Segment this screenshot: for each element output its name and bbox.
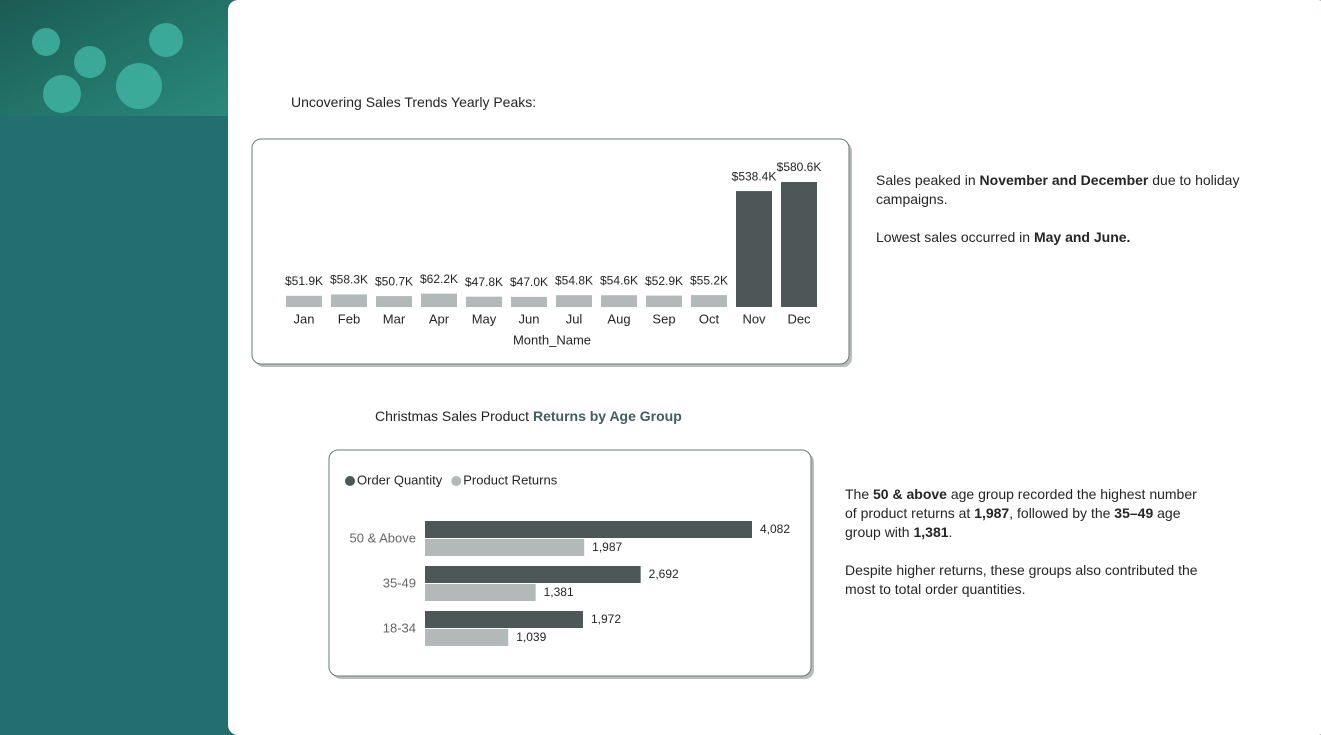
text-run: Sales peaked in: [876, 172, 980, 188]
bar: [425, 539, 585, 556]
bar: [421, 293, 457, 307]
legend-swatch: [345, 476, 355, 486]
x-tick-label: Feb: [338, 311, 360, 326]
data-label: $50.7K: [375, 274, 413, 288]
data-label: $55.2K: [690, 273, 728, 287]
text-run: due to holiday campaigns.: [876, 172, 1240, 207]
paragraph: Sales peaked in November and December du…: [876, 171, 1256, 209]
data-label: $51.9K: [285, 274, 323, 288]
text-run: , followed by the: [1009, 505, 1115, 521]
paragraph: Lowest sales occurred in May and June.: [876, 228, 1256, 247]
bar: [556, 295, 592, 307]
card: [251, 138, 850, 365]
text-run: 1,987: [974, 505, 1010, 521]
bar: [425, 521, 752, 538]
data-label: 2,692: [649, 567, 679, 581]
data-label: 1,972: [591, 612, 621, 626]
bar: [601, 295, 637, 307]
x-tick-label: Mar: [383, 311, 406, 326]
text-run: Despite higher returns, these groups als…: [845, 562, 1198, 597]
chart-title: Uncovering Sales Trends Yearly Peaks:: [291, 94, 536, 110]
text-run: The: [845, 486, 874, 502]
bar: [286, 295, 322, 307]
ornaments: [32, 23, 183, 113]
x-tick-label: Dec: [787, 311, 811, 326]
x-axis-title: Month_Name: [513, 332, 591, 347]
legend-label[interactable]: Order Quantity: [357, 472, 443, 487]
text-run: 1,381: [913, 524, 949, 540]
title-run: Returns by Age Group: [533, 408, 682, 424]
legend-swatch: [451, 476, 462, 486]
x-tick-label: Jun: [519, 311, 540, 326]
data-label: $52.9K: [645, 274, 683, 288]
x-tick-label: Nov: [742, 311, 766, 326]
bar: [511, 296, 547, 307]
paragraph: The 50 & above age group recorded the hi…: [845, 485, 1205, 542]
data-label: $538.4K: [732, 169, 777, 183]
legend-label[interactable]: Product Returns: [463, 472, 557, 487]
data-label: $580.6K: [777, 160, 822, 174]
data-label: $62.2K: [420, 272, 458, 286]
insight-text: The 50 & above age group recorded the hi…: [845, 485, 1205, 618]
x-tick-label: Jan: [294, 311, 315, 326]
text-run: 35–49: [1114, 505, 1154, 521]
bar: [646, 295, 682, 307]
title-run: Christmas Sales Product: [375, 408, 533, 424]
text-run: May and June.: [1033, 229, 1131, 245]
y-tick-label: 18-34: [383, 620, 416, 635]
text-run: .: [948, 524, 953, 540]
text-run: 50 & above: [873, 486, 947, 502]
bar: [376, 296, 412, 307]
data-label: $47.0K: [510, 275, 548, 289]
x-tick-label: Apr: [429, 311, 450, 326]
banner: [0, 0, 230, 116]
x-tick-label: May: [472, 311, 497, 326]
bar: [425, 611, 583, 628]
bar: [425, 629, 509, 646]
text-run: age group recorded the highest number of…: [845, 486, 1197, 521]
text-run: Lowest sales occurred in: [876, 229, 1034, 245]
paragraph: Despite higher returns, these groups als…: [845, 561, 1205, 599]
bar: [466, 296, 502, 307]
bar: [781, 182, 817, 307]
bar: [425, 584, 536, 601]
data-label: 1,039: [516, 630, 546, 644]
bar: [425, 566, 641, 583]
text-run: November and December: [979, 172, 1149, 188]
bar: [331, 294, 367, 307]
x-tick-label: Sep: [652, 311, 675, 326]
x-tick-label: Aug: [607, 311, 630, 326]
data-label: $54.6K: [600, 273, 638, 287]
y-tick-label: 50 & Above: [350, 530, 417, 545]
data-label: 4,082: [760, 522, 790, 536]
x-tick-label: Jul: [566, 311, 583, 326]
data-label: $58.3K: [330, 273, 368, 287]
data-label: $47.8K: [465, 275, 503, 289]
x-tick-label: Oct: [699, 311, 720, 326]
insight-text: Sales peaked in November and December du…: [876, 171, 1256, 266]
data-label: 1,987: [592, 540, 622, 554]
chart-title: Christmas Sales Product Returns by Age G…: [375, 408, 682, 424]
text-run: age group with: [845, 505, 1181, 540]
bar: [736, 191, 772, 307]
bar: [691, 295, 727, 307]
data-label: 1,381: [544, 585, 574, 599]
data-label: $54.8K: [555, 273, 593, 287]
title-run: Uncovering Sales Trends Yearly Peaks:: [291, 94, 536, 110]
y-tick-label: 35-49: [383, 575, 416, 590]
